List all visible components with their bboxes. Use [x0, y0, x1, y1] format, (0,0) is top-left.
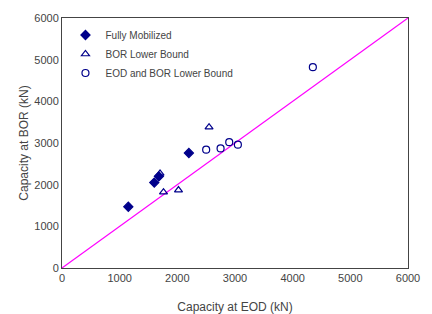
svg-text:2000: 2000 [165, 272, 189, 284]
svg-text:6000: 6000 [34, 12, 58, 24]
svg-text:BOR Lower Bound: BOR Lower Bound [105, 49, 188, 60]
svg-text:3000: 3000 [223, 272, 247, 284]
svg-text:0: 0 [53, 262, 59, 274]
svg-text:EOD and BOR Lower Bound: EOD and BOR Lower Bound [105, 68, 232, 79]
svg-text:6000: 6000 [396, 272, 420, 284]
svg-text:1000: 1000 [34, 220, 58, 232]
svg-text:5000: 5000 [34, 54, 58, 66]
svg-text:3000: 3000 [34, 137, 58, 149]
svg-text:4000: 4000 [280, 272, 304, 284]
svg-text:2000: 2000 [34, 179, 58, 191]
svg-text:Fully Mobilized: Fully Mobilized [105, 30, 171, 41]
svg-text:5000: 5000 [338, 272, 362, 284]
svg-text:0: 0 [59, 272, 65, 284]
svg-text:4000: 4000 [34, 95, 58, 107]
svg-text:Capacity at EOD (kN): Capacity at EOD (kN) [177, 300, 292, 314]
svg-text:Capacity at BOR (kN): Capacity at BOR (kN) [17, 85, 31, 200]
svg-text:1000: 1000 [107, 272, 131, 284]
